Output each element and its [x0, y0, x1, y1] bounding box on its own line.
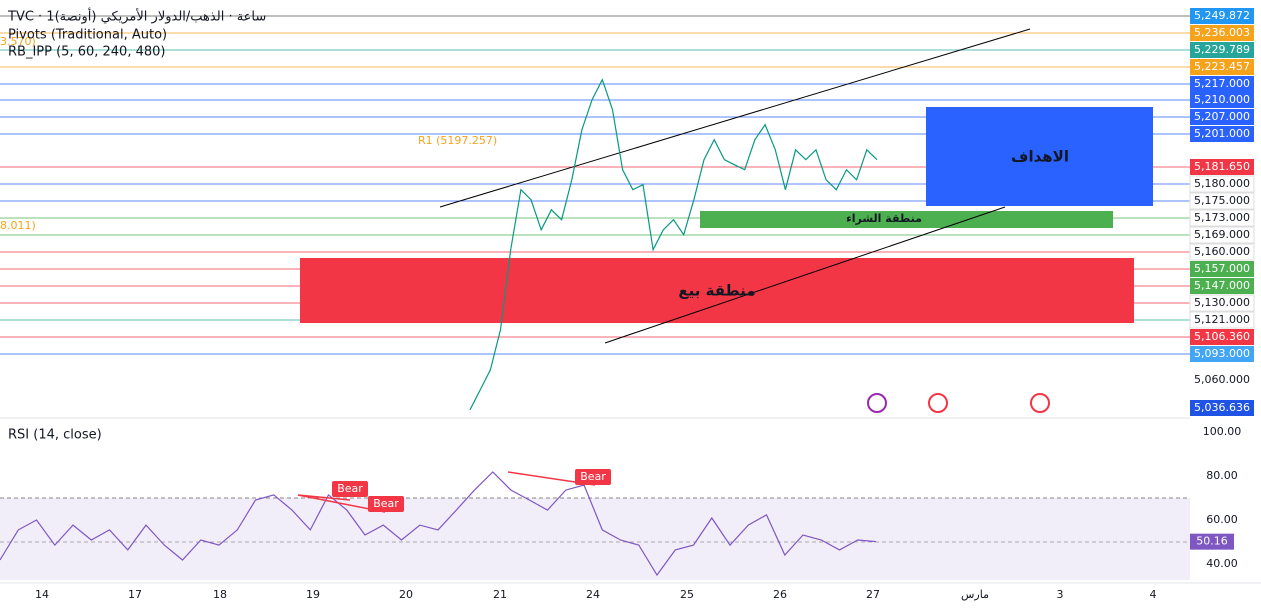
time-label: 19	[306, 588, 320, 601]
legend: RB_IPP (5, 60, 240, 480)	[8, 45, 165, 60]
time-label: 17	[128, 588, 142, 601]
rsi-last-bg	[1190, 533, 1234, 550]
legend: TVC · 1ساعة · الذهب/الدولار الأمريكي (أو…	[7, 8, 266, 25]
price-label: 5,249.872	[1194, 9, 1250, 22]
buy-zone	[700, 211, 1113, 228]
price-label: 5,036.636	[1194, 401, 1250, 414]
bear-label-bg	[575, 469, 611, 485]
event-icon	[928, 393, 948, 413]
rsi-tick-label: 40.00	[1206, 557, 1238, 570]
price-label-bg	[1189, 209, 1255, 227]
price-label-bg	[1189, 294, 1255, 312]
price-label: 5,217.000	[1194, 77, 1250, 90]
price-label-bg	[1189, 226, 1255, 244]
price-label: 5,147.000	[1194, 279, 1250, 292]
price-label-bg	[1189, 243, 1255, 261]
line	[0, 471, 877, 577]
rsi-tick-label: 80.00	[1206, 469, 1238, 482]
line	[469, 78, 878, 411]
zone-label: الاهداف	[1011, 148, 1069, 166]
price-label: 5,130.000	[1194, 296, 1250, 309]
price-pane	[0, 0, 1190, 415]
time-label: 21	[493, 588, 507, 601]
price-label-bg	[1190, 109, 1254, 125]
time-label: 26	[773, 588, 787, 601]
price-label-bg	[1189, 311, 1255, 329]
price-label-bg	[1190, 59, 1254, 75]
price-label: 5,210.000	[1194, 93, 1250, 106]
bear-label: Bear	[337, 482, 363, 495]
price-label: 5,173.000	[1194, 211, 1250, 224]
pivot-label: 8.011)	[0, 219, 36, 232]
time-label: 20	[399, 588, 413, 601]
pivot-label: 3.570)	[0, 35, 36, 48]
price-label: 5,236.003	[1194, 26, 1250, 39]
price-label: 5,157.000	[1194, 262, 1250, 275]
time-label: 3	[1057, 588, 1064, 601]
price-label: 5,229.789	[1194, 43, 1250, 56]
time-label: مارس	[961, 588, 989, 601]
time-label: 18	[213, 588, 227, 601]
zone-label: منطقة بيع	[678, 282, 755, 300]
legend: RSI (14, close)	[8, 428, 102, 443]
price-label-bg	[1190, 25, 1254, 41]
price-label: 5,181.650	[1194, 160, 1250, 173]
price-label-bg	[1190, 42, 1254, 58]
sell-zone	[300, 258, 1134, 323]
time-label: 25	[680, 588, 694, 601]
price-label: 5,106.360	[1194, 330, 1250, 343]
bear-label-bg	[368, 496, 404, 512]
event-icon	[1030, 393, 1050, 413]
price-label: 5,121.000	[1194, 313, 1250, 326]
price-label-bg	[1190, 126, 1254, 142]
price-label: 5,093.000	[1194, 347, 1250, 360]
time-label: 24	[586, 588, 600, 601]
price-label-bg	[1190, 8, 1254, 24]
price-label: 5,180.000	[1194, 177, 1250, 190]
rsi-last-label: 50.16	[1196, 535, 1228, 548]
targets-zone	[926, 107, 1153, 206]
price-label-bg	[1190, 278, 1254, 294]
price-label: 5,207.000	[1194, 110, 1250, 123]
time-label: 4	[1150, 588, 1157, 601]
time-label: 14	[35, 588, 49, 601]
legend: Pivots (Traditional, Auto)	[8, 28, 167, 43]
time-label: 27	[866, 588, 880, 601]
divergence	[297, 494, 351, 501]
bear-label-bg	[332, 481, 368, 497]
price-label: 5,160.000	[1194, 245, 1250, 258]
price-label: 5,223.457	[1194, 60, 1250, 73]
price-label: 5,201.000	[1194, 127, 1250, 140]
price-label: 5,175.000	[1194, 194, 1250, 207]
rsi-band	[0, 498, 1190, 580]
bear-label: Bear	[580, 470, 606, 483]
price-label-bg	[1189, 175, 1255, 193]
price-label-bg	[1190, 76, 1254, 92]
price-label-bg	[1190, 261, 1254, 277]
price-label-bg	[1190, 400, 1254, 416]
price-label-bg	[1189, 192, 1255, 210]
rsi-tick-label: 60.00	[1206, 513, 1238, 526]
price-label-bg	[1190, 92, 1254, 108]
trend-line	[604, 206, 1006, 344]
event-icon	[867, 393, 887, 413]
price-label-bg	[1190, 159, 1254, 175]
rsi-tick-label: 100.00	[1203, 425, 1242, 438]
bear-label: Bear	[373, 497, 399, 510]
trend-line	[439, 28, 1031, 208]
price-label: 5,169.000	[1194, 228, 1250, 241]
zone-label: منطقة الشراء	[846, 212, 922, 225]
price-label-bg	[1190, 329, 1254, 345]
price-label-bg	[1190, 346, 1254, 362]
pivot-label: R1 (5197.257)	[418, 134, 497, 147]
price-label: 5,060.000	[1194, 373, 1250, 386]
